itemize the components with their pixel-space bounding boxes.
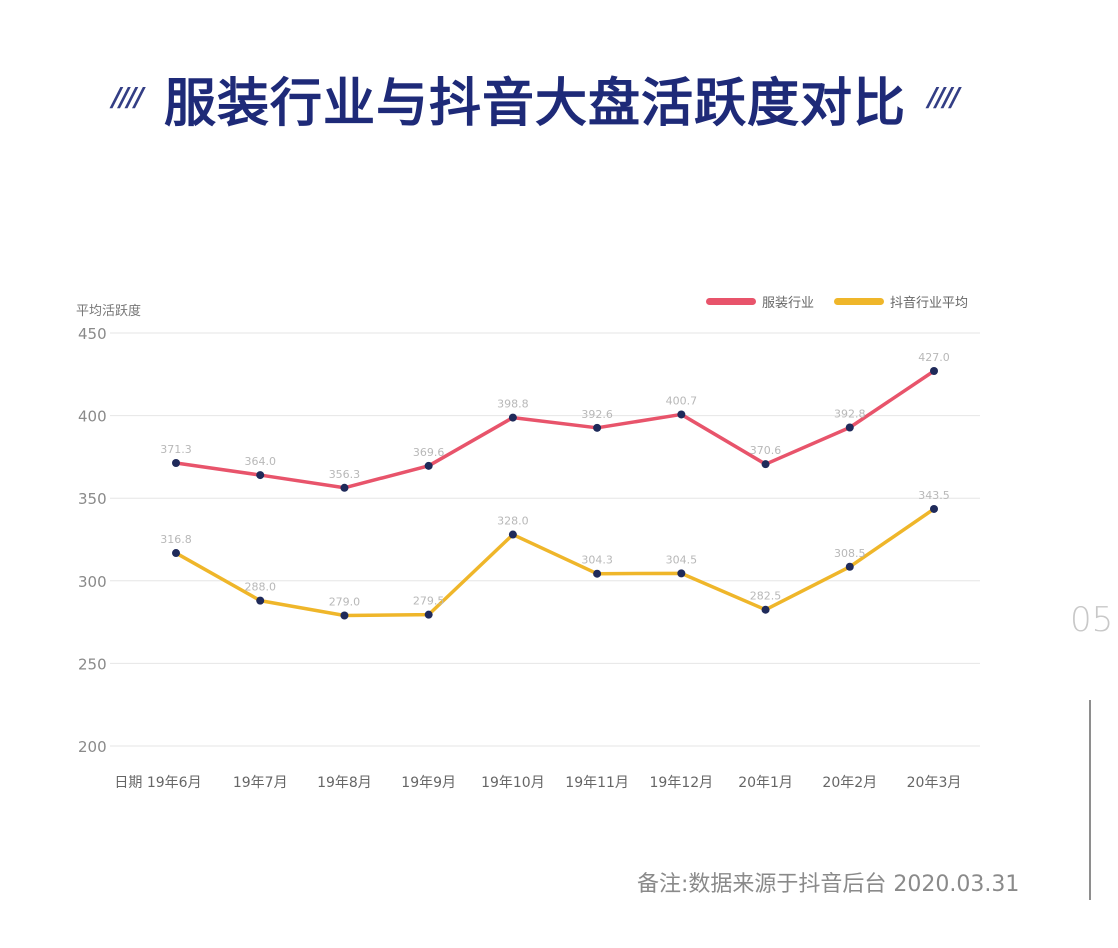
x-tick-label: 19年7月 [233, 775, 288, 791]
data-point [424, 610, 433, 619]
data-label: 398.8 [497, 398, 529, 411]
x-tick-label: 19年12月 [650, 775, 714, 791]
page-number: 05 [1070, 600, 1114, 640]
data-label: 308.5 [834, 547, 866, 560]
series-line [175, 507, 935, 618]
y-axis-label: 平均活跃度 [76, 303, 141, 319]
data-label: 304.3 [581, 554, 613, 567]
data-label: 279.5 [413, 595, 445, 608]
data-label: 356.3 [329, 468, 361, 481]
data-label: 392.6 [581, 408, 613, 421]
series-line [175, 369, 935, 490]
legend-label: 抖音行业平均 [890, 295, 968, 311]
legend-swatch [706, 298, 756, 305]
data-point [593, 569, 602, 578]
data-point [508, 413, 517, 422]
data-label: 279.0 [329, 595, 361, 608]
x-tick-label: 20年1月 [738, 775, 793, 791]
series-0: 371.3 364.0 356.3 369.6 398.8 392.6 400.7 370.6… [160, 351, 950, 492]
y-tick-label: 450 [78, 325, 107, 343]
data-label: 288.0 [244, 581, 276, 594]
data-point [677, 410, 686, 419]
x-tick-labels: 日期 19年6月 19年7月 19年8月 19年9月 19年10月 19年11月 19年12… [114, 775, 961, 791]
data-label: 392.8 [834, 407, 866, 420]
source-note: 备注:数据来源于抖音后台 2020.03.31 [637, 872, 1020, 897]
data-label: 328.0 [497, 515, 529, 528]
data-label: 427.0 [918, 351, 950, 364]
x-tick-label: 20年3月 [907, 775, 962, 791]
divider-line [1089, 700, 1091, 900]
data-point [424, 461, 433, 470]
y-tick-label: 350 [78, 490, 107, 508]
data-point [845, 423, 854, 432]
data-label: 400.7 [666, 394, 698, 407]
data-point [761, 460, 770, 469]
title-decoration-right: //// [928, 83, 960, 113]
series-lines: 371.3 364.0 356.3 369.6 398.8 392.6 400.7 370.6… [160, 351, 950, 620]
title-decoration-left: //// [112, 83, 144, 113]
data-point [340, 483, 349, 492]
x-tick-label: 19年10月 [481, 775, 545, 791]
y-tick-labels: 200 250 300 350 400 450 [78, 325, 107, 756]
legend: 服装行业 抖音行业平均 [706, 295, 968, 311]
legend-label: 服装行业 [762, 296, 814, 311]
data-label: 282.5 [750, 590, 782, 603]
y-tick-label: 400 [78, 408, 107, 426]
x-tick-label: 20年2月 [822, 775, 877, 791]
data-point [256, 596, 265, 605]
x-tick-label: 日期 19年6月 [114, 775, 201, 791]
legend-swatch [834, 298, 884, 305]
x-tick-label: 19年11月 [565, 775, 629, 791]
x-tick-label: 19年9月 [401, 775, 456, 791]
data-point [172, 549, 180, 558]
data-label: 304.5 [666, 553, 698, 566]
data-point [930, 366, 938, 375]
data-point [677, 569, 686, 578]
data-point [593, 423, 602, 432]
data-point [845, 562, 854, 571]
grid-lines [110, 332, 980, 747]
y-tick-label: 250 [78, 655, 107, 673]
data-point [172, 459, 180, 468]
y-tick-label: 300 [78, 573, 107, 591]
data-point [256, 471, 265, 480]
data-label: 371.3 [160, 443, 192, 456]
data-point [340, 611, 349, 620]
x-tick-label: 19年8月 [317, 775, 372, 791]
data-label: 370.6 [750, 444, 782, 457]
data-label: 343.5 [918, 489, 950, 502]
data-point [930, 504, 938, 513]
data-label: 364.0 [244, 455, 276, 468]
data-label: 316.8 [160, 533, 192, 546]
series-1: 316.8 288.0 279.0 279.5 328.0 304.3 304.5 282.5… [160, 489, 950, 620]
data-point [508, 530, 517, 539]
title-bar: //// 服装行业与抖音大盘活跃度对比 //// [0, 58, 1070, 138]
page-title: 服装行业与抖音大盘活跃度对比 [163, 73, 906, 134]
data-point [761, 605, 770, 614]
y-tick-label: 200 [78, 738, 107, 756]
data-label: 369.6 [413, 446, 445, 459]
